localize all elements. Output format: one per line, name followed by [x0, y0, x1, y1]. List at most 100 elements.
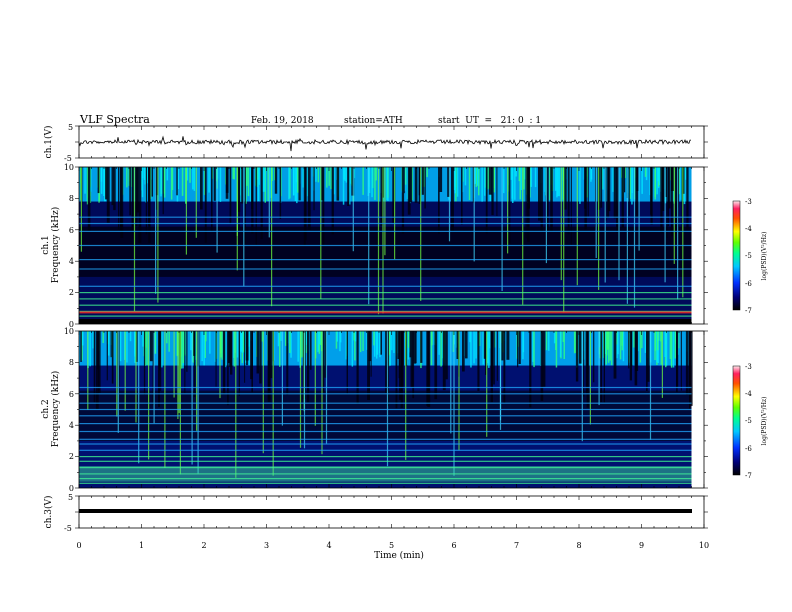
xtick-7: 7	[514, 541, 519, 550]
spec-bottom-black	[79, 319, 692, 324]
spec-tone-line	[79, 216, 692, 218]
spec-top-streak	[296, 167, 298, 204]
spec-top-streak	[297, 167, 299, 193]
spec-top-streak	[530, 167, 533, 187]
spec-top-streak	[590, 167, 593, 180]
spec-top-streak	[488, 331, 490, 368]
spec-dark-gap	[477, 331, 480, 391]
spec-dark-gap	[587, 167, 589, 217]
spec-dark-gap	[255, 167, 257, 245]
spec-sferic-line	[420, 167, 422, 301]
spec-top-streak	[469, 331, 471, 343]
spec-dark-gap	[368, 331, 372, 362]
spec-top-streak	[247, 167, 250, 197]
spec-top-streak	[166, 331, 168, 344]
spec-top-streak	[189, 167, 191, 183]
spec-top-streak	[514, 167, 516, 200]
spec-dark-gap	[145, 167, 148, 235]
spec-dark-gap	[200, 167, 203, 210]
spec-sferic-line	[377, 167, 380, 315]
spec-sferic-line	[320, 167, 322, 299]
ch2-cbtick-m4: -4	[745, 390, 752, 398]
spec-dark-gap	[246, 331, 248, 366]
spec-sferic-line	[157, 167, 159, 303]
spec-dark-gap	[395, 331, 398, 409]
spec-top-streak	[520, 167, 522, 190]
spec-dark-gap	[538, 167, 541, 221]
spec-dark-gap	[251, 167, 254, 234]
spec-dark-gap	[508, 167, 511, 244]
xtick-8: 8	[576, 541, 581, 550]
spec-dark-gap	[403, 167, 405, 194]
spec-top-streak	[404, 167, 407, 185]
spec-dark-gap	[106, 331, 108, 381]
spec-dark-gap	[472, 167, 475, 203]
spec-top-streak	[670, 331, 673, 368]
spec-top-streak	[168, 331, 170, 352]
spec-dark-gap	[517, 331, 519, 368]
spec-top-streak	[79, 167, 82, 201]
spec-sferic-line	[563, 167, 565, 313]
spec-tone-line	[79, 478, 692, 480]
spec-dark-gap	[113, 167, 116, 211]
spec-dark-gap	[152, 331, 155, 406]
spec-dark-gap	[410, 331, 413, 388]
spec-sferic-line	[638, 167, 640, 251]
spec-top-streak	[454, 167, 456, 194]
spec-top-streak	[619, 331, 622, 360]
spec-top-streak	[487, 167, 489, 190]
spec-tone-line	[79, 473, 692, 475]
spec-top-streak	[515, 167, 517, 177]
spec-tone-line	[79, 460, 692, 462]
spec-top-streak	[240, 167, 242, 202]
spec-top-streak	[430, 331, 433, 366]
spec-top-streak	[374, 331, 376, 357]
spec-dark-gap	[215, 331, 217, 387]
spec-dark-gap	[621, 167, 624, 228]
spec-dark-gap	[660, 167, 663, 233]
spec-dark-gap	[399, 331, 402, 400]
spec-dark-gap	[118, 167, 119, 230]
spec-top-streak	[389, 331, 391, 366]
ch1-ytick-4: 4	[69, 257, 74, 266]
spec-dark-gap	[148, 167, 150, 226]
ch2-spectrogram-image	[79, 331, 693, 488]
spec-top-streak	[665, 331, 668, 366]
figure-title: VLF Spectra	[79, 113, 150, 126]
spec-dark-gap	[593, 331, 595, 383]
spec-top-streak	[330, 167, 332, 190]
spec-sferic-line	[262, 331, 264, 454]
spec-top-streak	[609, 331, 611, 361]
spec-top-streak	[128, 167, 130, 182]
spec-dark-gap	[488, 167, 492, 195]
spec-top-streak	[473, 331, 475, 364]
spec-dark-gap	[445, 331, 448, 380]
spec-dark-gap	[506, 331, 510, 360]
ch1-ytick-10: 10	[64, 163, 74, 172]
spec-dark-gap	[650, 167, 653, 215]
spec-top-streak	[233, 167, 235, 180]
spec-dark-gap	[665, 167, 667, 197]
spec-dark-gap	[600, 167, 603, 208]
spec-top-streak	[160, 167, 162, 197]
spec-top-streak	[288, 167, 290, 200]
spec-dark-gap	[211, 167, 213, 232]
spec-tone-line	[79, 222, 692, 225]
spec-top-streak	[637, 331, 639, 352]
spec-top-streak	[359, 331, 362, 353]
xtick-0: 0	[76, 541, 81, 550]
spec-dark-gap	[160, 331, 162, 391]
spec-top-streak	[522, 331, 524, 360]
spec-top-streak	[301, 331, 303, 358]
spec-top-streak	[669, 331, 672, 359]
spec-top-streak	[533, 331, 535, 368]
spec-top-streak	[261, 331, 263, 342]
spec-top-streak	[534, 167, 537, 188]
ch1-ytick-top: 5	[68, 123, 73, 132]
spec-dark-gap	[674, 167, 677, 235]
xtick-2: 2	[201, 541, 206, 550]
spec-top-streak	[336, 331, 338, 342]
spec-sferic-line	[268, 167, 270, 238]
spec-top-streak	[201, 331, 203, 362]
spec-dark-gap	[251, 331, 253, 393]
